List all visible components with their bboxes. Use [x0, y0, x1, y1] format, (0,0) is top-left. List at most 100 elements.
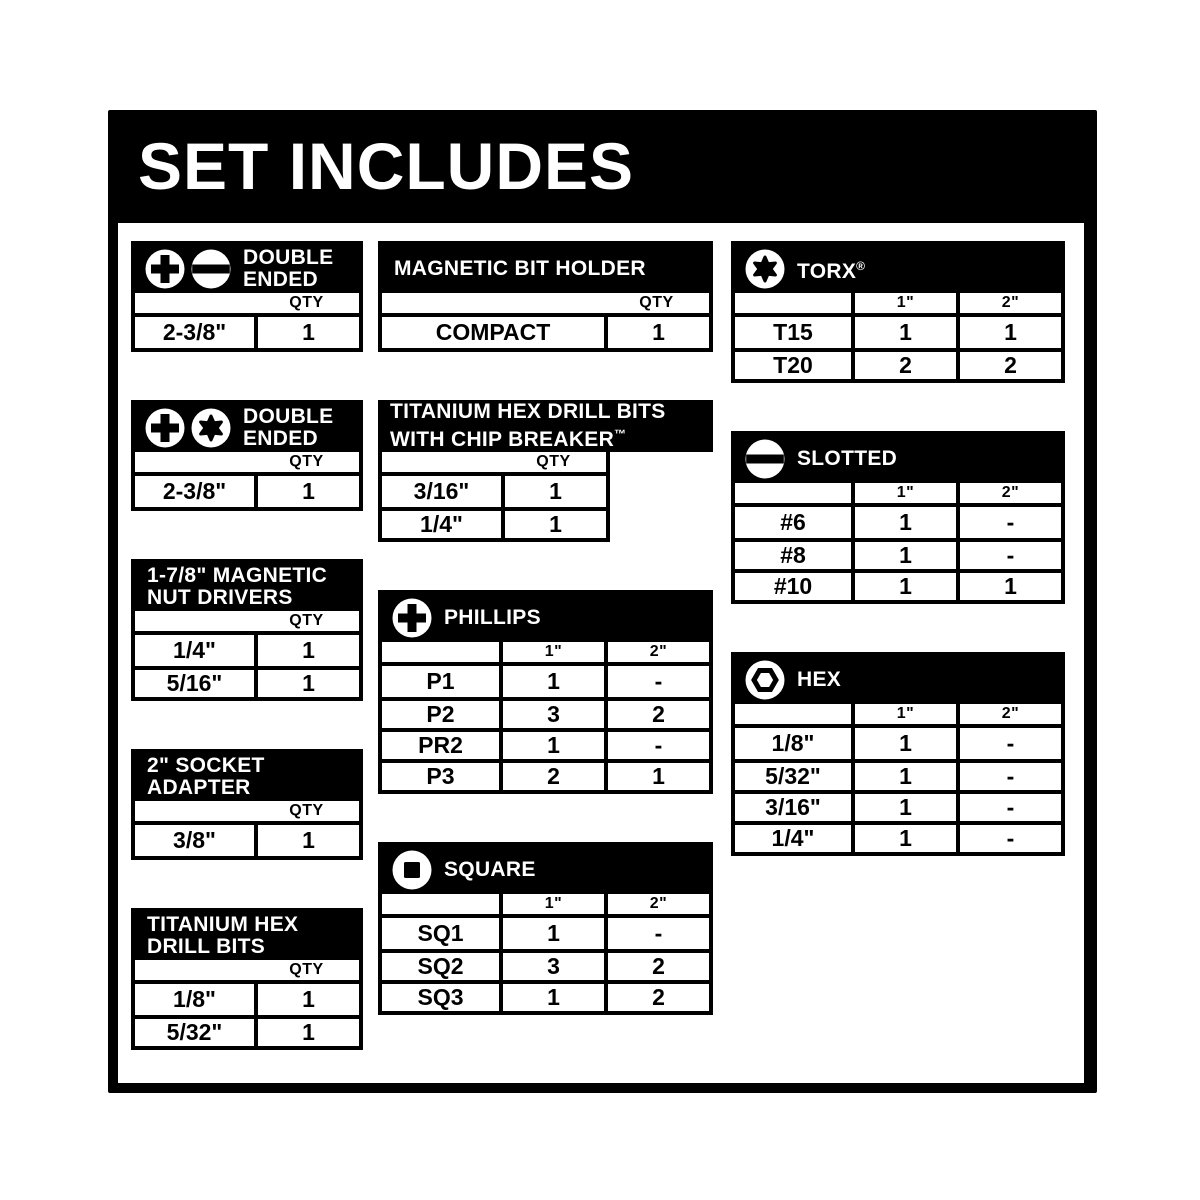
- qty-column-header: QTY: [289, 453, 324, 470]
- qty-2in-value: -: [604, 918, 709, 949]
- table-hex: HEX 1" 2" 1/8" 1-5/32" 1-3/16" 1-1/4" 1-: [731, 652, 1065, 856]
- column-header-spacer: [135, 452, 254, 472]
- qty-column-header: QTY: [289, 961, 324, 978]
- table-title: SQUARE: [444, 859, 536, 881]
- column-header-row: QTY: [135, 801, 359, 825]
- row-label: 3/16": [413, 478, 470, 504]
- table-header-titanium-hex-chip-breaker: TITANIUM HEX DRILL BITS WITH CHIP BREAKER…: [378, 400, 713, 452]
- qty-2in-value: -: [956, 542, 1061, 569]
- table-title-line: ENDED: [243, 427, 319, 450]
- table-body-magnetic-nut-drivers: QTY 1/4" 1 5/16" 1: [135, 611, 359, 697]
- table-header-titanium-hex-drill-bits: TITANIUM HEX DRILL BITS: [135, 912, 359, 960]
- set-includes-panel: SET INCLUDES DOUBLE ENDED QTY 2-3/8" 1 DOUBLE…: [108, 110, 1097, 1093]
- table-title-line: HEX: [797, 668, 842, 691]
- row-label: 3/16": [765, 794, 821, 820]
- qty-1in-value: 1: [851, 763, 956, 790]
- qty-1in-value: 1: [851, 794, 956, 821]
- table-title-line: DOUBLE: [243, 405, 334, 428]
- qty-1in-value: 3: [499, 953, 604, 980]
- table-title: PHILLIPS: [444, 607, 541, 629]
- table-square: SQUARE 1" 2" SQ1 1- SQ2 3 2 SQ3 1 2: [378, 842, 713, 1015]
- table-row: #6 1-: [735, 507, 1061, 538]
- table-row: P1 1-: [382, 666, 709, 697]
- table-row: 5/32" 1: [135, 1015, 359, 1046]
- qty-2in-value: -: [956, 763, 1061, 790]
- table-row: 1/4" 1: [382, 507, 606, 538]
- qty-1in-value: 1: [851, 542, 956, 569]
- row-label: 1/4": [771, 825, 815, 851]
- qty-column-header: QTY: [289, 802, 324, 819]
- table-body-titanium-hex-chip-breaker: QTY 3/16" 1 1/4" 1: [378, 452, 610, 542]
- trademark-symbol: ™: [614, 427, 627, 441]
- row-label: SQ2: [417, 953, 464, 979]
- table-header-square: SQUARE: [382, 846, 709, 894]
- column-header-row: 1" 2": [735, 483, 1061, 507]
- row-label: SQ1: [417, 920, 464, 946]
- row-label: P1: [426, 668, 455, 694]
- table-row: COMPACT 1: [382, 317, 709, 348]
- table-header-magnetic-nut-drivers: 1-7/8" MAGNETIC NUT DRIVERS: [135, 563, 359, 611]
- table-title-line: DOUBLE: [243, 246, 334, 269]
- row-label: 2-3/8": [162, 319, 227, 345]
- table-row: P3 2 1: [382, 759, 709, 790]
- table-row: 5/16" 1: [135, 666, 359, 697]
- table-row: 1/4" 1-: [735, 821, 1061, 852]
- table-body-titanium-hex-drill-bits: QTY 1/8" 1 5/32" 1: [135, 960, 359, 1046]
- qty-1in-value: 2: [499, 763, 604, 790]
- row-label: 5/32": [765, 763, 821, 789]
- table-row: P2 3 2: [382, 697, 709, 728]
- column-header-row: QTY: [135, 611, 359, 635]
- qty-value: 1: [501, 511, 606, 538]
- table-body-slotted: 1" 2" #6 1- #8 1- #10 1 1: [735, 483, 1061, 600]
- table-header-torx: TORX®: [735, 245, 1061, 293]
- table-title: TORX®: [797, 255, 865, 283]
- column-header-spacer: [382, 293, 604, 313]
- column-header-spacer: [135, 611, 254, 631]
- row-label: 3/8": [173, 827, 216, 853]
- table-title: DOUBLE ENDED: [243, 406, 333, 450]
- table-row: #10 1 1: [735, 569, 1061, 600]
- qty-1in-value: 3: [499, 701, 604, 728]
- table-body-magnetic-bit-holder: QTY COMPACT 1: [382, 293, 709, 348]
- column-header-row: QTY: [135, 960, 359, 984]
- qty-2in-value: -: [604, 732, 709, 759]
- row-label: PR2: [418, 732, 463, 758]
- hex-icon: [745, 660, 785, 700]
- square-icon: [392, 850, 432, 890]
- size-column-header-1in: 1": [851, 293, 956, 313]
- row-label: 2-3/8": [162, 478, 227, 504]
- table-body-hex: 1" 2" 1/8" 1-5/32" 1-3/16" 1-1/4" 1-: [735, 704, 1061, 852]
- column-header-spacer: [735, 293, 851, 313]
- qty-2in-value: -: [956, 794, 1061, 821]
- table-row: SQ1 1-: [382, 918, 709, 949]
- qty-value: 1: [604, 317, 709, 348]
- table-header-double-ended-phillips-torx: DOUBLE ENDED: [135, 404, 359, 452]
- column-middle: MAGNETIC BIT HOLDER QTY COMPACT 1 TITANIUM H…: [378, 241, 713, 1083]
- row-label: 1/8": [771, 730, 815, 756]
- table-header-socket-adapter: 2" SOCKET ADAPTER: [135, 753, 359, 801]
- qty-2in-value: 2: [604, 701, 709, 728]
- size-column-header-1in: 1": [499, 642, 604, 662]
- phillips-icon: [145, 249, 185, 289]
- table-row: T20 2 2: [735, 348, 1061, 379]
- column-header-row: QTY: [382, 452, 606, 476]
- table-row: PR2 1-: [382, 728, 709, 759]
- table-slotted: SLOTTED 1" 2" #6 1- #8 1- #10 1 1: [731, 431, 1065, 604]
- table-title: 2" SOCKET ADAPTER: [147, 755, 265, 799]
- table-title-line: SLOTTED: [797, 447, 898, 470]
- qty-2in-value: 1: [604, 763, 709, 790]
- qty-1in-value: 1: [851, 507, 956, 538]
- phillips-icon: [392, 598, 432, 638]
- table-title: DOUBLE ENDED: [243, 247, 333, 291]
- qty-1in-value: 1: [851, 573, 956, 600]
- column-header-spacer: [135, 801, 254, 821]
- table-magnetic-bit-holder: MAGNETIC BIT HOLDER QTY COMPACT 1: [378, 241, 713, 352]
- row-label: T20: [773, 352, 813, 378]
- qty-1in-value: 2: [851, 352, 956, 379]
- table-double-ended-phillips-slotted: DOUBLE ENDED QTY 2-3/8" 1: [131, 241, 363, 352]
- slotted-icon: [191, 249, 231, 289]
- table-header-hex: HEX: [735, 656, 1061, 704]
- column-header-row: QTY: [382, 293, 709, 317]
- qty-value: 1: [501, 476, 606, 507]
- size-column-header-2in: 2": [604, 642, 709, 662]
